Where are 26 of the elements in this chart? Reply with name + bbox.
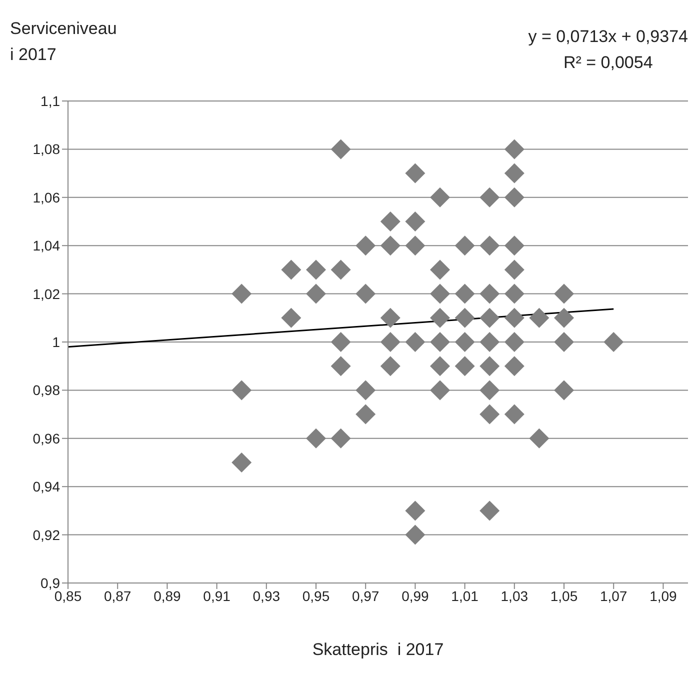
x-tick-label: 0,95 [302, 588, 330, 604]
y-tick-label: 0,96 [32, 430, 60, 446]
x-tick-label: 0,97 [352, 588, 380, 604]
y-tick-label: 1,08 [32, 141, 60, 158]
y-tick-label: 0,94 [32, 478, 60, 495]
x-tick-label: 1,09 [650, 588, 678, 604]
x-tick-label: 0,87 [104, 588, 132, 604]
text: y = 0,0713x + 0,9374 [528, 26, 688, 48]
y-tick-label: 0,98 [32, 382, 60, 398]
x-tick-label: 0,91 [203, 588, 231, 604]
x-tick-label: 1,01 [451, 588, 479, 604]
y-tick-label: 1 [52, 334, 60, 350]
x-tick-label: 0,89 [154, 588, 182, 604]
text: R² = 0,0054 [562, 52, 654, 74]
x-tick-label: 0,99 [402, 588, 430, 604]
x-axis-title: Skattepris i 2017 [311, 640, 445, 660]
y-tick-label: 1,04 [32, 238, 60, 254]
y-tick-label: 1,1 [40, 92, 60, 109]
x-tick-label: 0,93 [252, 588, 280, 604]
y-tick-label: 1,02 [32, 286, 60, 302]
x-tick-label: 1,05 [550, 588, 578, 604]
y-tick-label: 1,06 [32, 189, 60, 206]
y-axis-title: Serviceniveau i 2017 [10, 18, 117, 66]
x-tick-label: 1,07 [600, 588, 628, 604]
x-tick-label: 1,03 [500, 588, 528, 604]
y-tick-label: 0,92 [32, 526, 60, 543]
